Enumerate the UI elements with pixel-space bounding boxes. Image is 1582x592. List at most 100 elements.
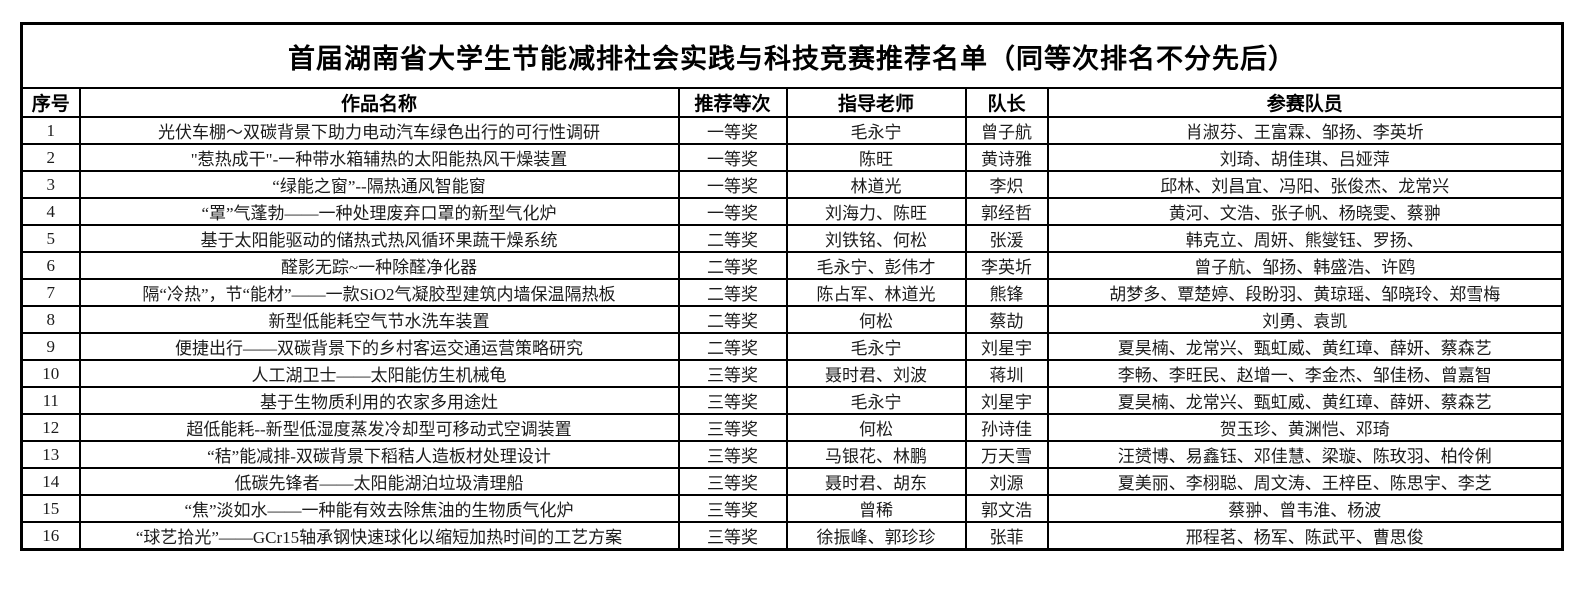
team-leader-cell: 蒋圳 — [964, 359, 1049, 388]
advisor-cell: 林道光 — [785, 170, 967, 199]
team-members-cell: 邱林、刘昌宜、冯阳、张俊杰、龙常兴 — [1046, 170, 1564, 199]
row-index-cell: 1 — [20, 116, 81, 145]
row-index-cell: 9 — [20, 332, 81, 361]
work-title-cell: 新型低能耗空气节水洗车装置 — [78, 305, 680, 334]
table-row: 1 光伏车棚～双碳背景下助力电动汽车绿色出行的可行性调研 一等奖 毛永宁 曾子航… — [20, 116, 1564, 145]
award-level-cell: 三等奖 — [677, 521, 788, 551]
team-members-cell: 汪赟博、易鑫钰、邓佳慧、梁璇、陈玫羽、柏伶俐 — [1046, 440, 1564, 469]
advisor-cell: 毛永宁 — [785, 386, 967, 415]
work-title-cell: 醛影无踪~一种除醛净化器 — [78, 251, 680, 280]
award-level-cell: 二等奖 — [677, 305, 788, 334]
award-level-cell: 三等奖 — [677, 467, 788, 496]
team-leader-cell: 刘源 — [964, 467, 1049, 496]
header-members: 参赛队员 — [1046, 87, 1564, 118]
team-leader-cell: 蔡劼 — [964, 305, 1049, 334]
advisor-cell: 毛永宁 — [785, 332, 967, 361]
team-members-cell: 李畅、李旺民、赵增一、李金杰、邹佳杨、曾嘉智 — [1046, 359, 1564, 388]
row-index-cell: 2 — [20, 143, 81, 172]
row-index-cell: 11 — [20, 386, 81, 415]
award-level-cell: 二等奖 — [677, 224, 788, 253]
award-level-cell: 一等奖 — [677, 116, 788, 145]
header-leader: 队长 — [964, 87, 1049, 118]
team-leader-cell: 曾子航 — [964, 116, 1049, 145]
advisor-cell: 徐振峰、郭珍珍 — [785, 521, 967, 551]
award-level-cell: 三等奖 — [677, 413, 788, 442]
team-members-cell: 曾子航、邹扬、韩盛浩、许鸥 — [1046, 251, 1564, 280]
header-title: 作品名称 — [78, 87, 680, 118]
row-index-cell: 16 — [20, 521, 81, 551]
advisor-cell: 马银花、林鹏 — [785, 440, 967, 469]
team-members-cell: 夏美丽、李栩聪、周文涛、王梓臣、陈思宇、李芝 — [1046, 467, 1564, 496]
row-index-cell: 4 — [20, 197, 81, 226]
table-body: 1 光伏车棚～双碳背景下助力电动汽车绿色出行的可行性调研 一等奖 毛永宁 曾子航… — [20, 116, 1564, 551]
advisor-cell: 聂时君、胡东 — [785, 467, 967, 496]
award-level-cell: 二等奖 — [677, 251, 788, 280]
work-title-cell: “罩”气蓬勃——一种处理废弃口罩的新型气化炉 — [78, 197, 680, 226]
header-advisor: 指导老师 — [785, 87, 967, 118]
team-leader-cell: 张菲 — [964, 521, 1049, 551]
table-row: 3 “绿能之窗”--隔热通风智能窗 一等奖 林道光 李炽 邱林、刘昌宜、冯阳、张… — [20, 170, 1564, 199]
advisor-cell: 陈占军、林道光 — [785, 278, 967, 307]
header-award: 推荐等次 — [677, 87, 788, 118]
award-level-cell: 二等奖 — [677, 332, 788, 361]
table-row: 12 超低能耗--新型低湿度蒸发冷却型可移动式空调装置 三等奖 何松 孙诗佳 贺… — [20, 413, 1564, 442]
team-members-cell: 蔡翀、曾韦淮、杨波 — [1046, 494, 1564, 523]
award-level-cell: 一等奖 — [677, 143, 788, 172]
table-row: 5 基于太阳能驱动的储热式热风循环果蔬干燥系统 二等奖 刘铁铭、何松 张湲 韩克… — [20, 224, 1564, 253]
team-leader-cell: 郭文浩 — [964, 494, 1049, 523]
award-level-cell: 一等奖 — [677, 170, 788, 199]
award-level-cell: 一等奖 — [677, 197, 788, 226]
table-title: 首届湖南省大学生节能减排社会实践与科技竞赛推荐名单（同等次排名不分先后） — [20, 22, 1564, 89]
award-level-cell: 三等奖 — [677, 386, 788, 415]
table-row: 4 “罩”气蓬勃——一种处理废弃口罩的新型气化炉 一等奖 刘海力、陈旺 郭经哲 … — [20, 197, 1564, 226]
advisor-cell: 何松 — [785, 305, 967, 334]
table-row: 15 “焦”淡如水——一种能有效去除焦油的生物质气化炉 三等奖 曾稀 郭文浩 蔡… — [20, 494, 1564, 523]
table-row: 8 新型低能耗空气节水洗车装置 二等奖 何松 蔡劼 刘勇、袁凯 — [20, 305, 1564, 334]
row-index-cell: 13 — [20, 440, 81, 469]
table-row: 10 人工湖卫士——太阳能仿生机械龟 三等奖 聂时君、刘波 蒋圳 李畅、李旺民、… — [20, 359, 1564, 388]
team-leader-cell: 李炽 — [964, 170, 1049, 199]
work-title-cell: 人工湖卫士——太阳能仿生机械龟 — [78, 359, 680, 388]
row-index-cell: 10 — [20, 359, 81, 388]
team-leader-cell: 刘星宇 — [964, 332, 1049, 361]
advisor-cell: 毛永宁 — [785, 116, 967, 145]
row-index-cell: 7 — [20, 278, 81, 307]
award-level-cell: 三等奖 — [677, 359, 788, 388]
header-index: 序号 — [20, 87, 81, 118]
work-title-cell: "惹热成干"-一种带水箱辅热的太阳能热风干燥装置 — [78, 143, 680, 172]
table-title-row: 首届湖南省大学生节能减排社会实践与科技竞赛推荐名单（同等次排名不分先后） — [20, 22, 1564, 89]
advisor-cell: 刘铁铭、何松 — [785, 224, 967, 253]
work-title-cell: 低碳先锋者——太阳能湖泊垃圾清理船 — [78, 467, 680, 496]
advisor-cell: 曾稀 — [785, 494, 967, 523]
team-members-cell: 邢程茗、杨军、陈武平、曹思俊 — [1046, 521, 1564, 551]
work-title-cell: “球艺拾光”——GCr15轴承钢快速球化以缩短加热时间的工艺方案 — [78, 521, 680, 551]
row-index-cell: 5 — [20, 224, 81, 253]
team-leader-cell: 张湲 — [964, 224, 1049, 253]
row-index-cell: 6 — [20, 251, 81, 280]
table-row: 9 便捷出行——双碳背景下的乡村客运交通运营策略研究 二等奖 毛永宁 刘星宇 夏… — [20, 332, 1564, 361]
team-members-cell: 夏昊楠、龙常兴、甄虹威、黄红璋、薛妍、蔡森艺 — [1046, 332, 1564, 361]
team-leader-cell: 万天雪 — [964, 440, 1049, 469]
advisor-cell: 毛永宁、彭伟才 — [785, 251, 967, 280]
advisor-cell: 何松 — [785, 413, 967, 442]
table-row: 2 "惹热成干"-一种带水箱辅热的太阳能热风干燥装置 一等奖 陈旺 黄诗雅 刘琦… — [20, 143, 1564, 172]
team-members-cell: 胡梦多、覃楚婷、段盼羽、黄琼瑶、邹晓玲、郑雪梅 — [1046, 278, 1564, 307]
table-row: 11 基于生物质利用的农家多用途灶 三等奖 毛永宁 刘星宇 夏昊楠、龙常兴、甄虹… — [20, 386, 1564, 415]
table-header-row: 序号 作品名称 推荐等次 指导老师 队长 参赛队员 — [20, 87, 1564, 118]
award-level-cell: 三等奖 — [677, 440, 788, 469]
team-members-cell: 夏昊楠、龙常兴、甄虹威、黄红璋、薛妍、蔡森艺 — [1046, 386, 1564, 415]
team-members-cell: 刘琦、胡佳琪、吕娅萍 — [1046, 143, 1564, 172]
team-leader-cell: 刘星宇 — [964, 386, 1049, 415]
work-title-cell: 便捷出行——双碳背景下的乡村客运交通运营策略研究 — [78, 332, 680, 361]
advisor-cell: 聂时君、刘波 — [785, 359, 967, 388]
team-members-cell: 肖淑芬、王富霖、邹扬、李英圻 — [1046, 116, 1564, 145]
team-leader-cell: 孙诗佳 — [964, 413, 1049, 442]
work-title-cell: “焦”淡如水——一种能有效去除焦油的生物质气化炉 — [78, 494, 680, 523]
team-leader-cell: 熊锋 — [964, 278, 1049, 307]
team-leader-cell: 黄诗雅 — [964, 143, 1049, 172]
work-title-cell: 超低能耗--新型低湿度蒸发冷却型可移动式空调装置 — [78, 413, 680, 442]
team-leader-cell: 郭经哲 — [964, 197, 1049, 226]
award-recommendation-table: 首届湖南省大学生节能减排社会实践与科技竞赛推荐名单（同等次排名不分先后） 序号 … — [20, 22, 1565, 551]
work-title-cell: 隔“冷热”，节“能材”——一款SiO2气凝胶型建筑内墙保温隔热板 — [78, 278, 680, 307]
